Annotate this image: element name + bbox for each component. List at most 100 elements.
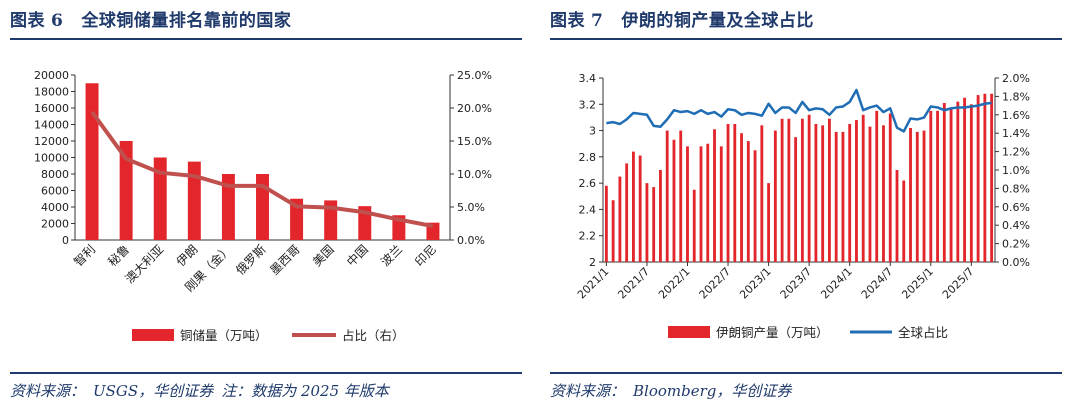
- left-legend-bar-swatch: [132, 329, 174, 341]
- right-bar-2: [611, 200, 615, 262]
- right-bar-39: [861, 114, 865, 262]
- right-y2-tick-label: 0.8%: [1002, 182, 1030, 195]
- right-bar-44: [895, 170, 899, 262]
- right-x-tick-label: 2021/7: [615, 265, 652, 302]
- right-bar-35: [834, 131, 838, 262]
- right-y-tick-label: 3: [589, 125, 596, 138]
- right-y-tick-label: 3.4: [579, 72, 597, 85]
- right-figure-title: 图表 7 伊朗的铜产量及全球占比: [550, 6, 814, 31]
- left-bar-3: [153, 157, 167, 240]
- right-bar-24: [760, 125, 764, 262]
- right-y2-tick-label: 1.2%: [1002, 146, 1030, 159]
- right-bar-56: [976, 95, 980, 262]
- right-bar-23: [753, 150, 757, 262]
- right-bar-13: [686, 146, 689, 262]
- left-y-tick-label: 14000: [34, 119, 69, 132]
- right-source-note: 资料来源： Bloomberg，华创证券: [550, 380, 791, 401]
- right-bar-16: [706, 143, 710, 262]
- right-x-tick-label: 2022/1: [656, 265, 693, 302]
- right-bar-5: [631, 151, 635, 262]
- left-x-tick-label: 智利: [71, 242, 99, 270]
- left-y2-tick-label: 25.0%: [457, 69, 492, 82]
- right-bar-15: [699, 146, 703, 262]
- left-y2-tick-label: 20.0%: [457, 102, 492, 115]
- right-x-tick-label: 2025/1: [899, 265, 936, 302]
- right-bar-31: [807, 114, 811, 262]
- right-bar-37: [848, 124, 852, 262]
- right-bar-38: [855, 120, 858, 262]
- right-x-tick-label: 2023/7: [778, 265, 815, 302]
- right-bar-51: [942, 102, 946, 262]
- right-y2-tick-label: 1.0%: [1002, 164, 1030, 177]
- left-bar-6: [256, 174, 269, 240]
- right-bar-20: [733, 124, 737, 262]
- left-source-body: USGS，华创证券: [93, 382, 214, 400]
- right-y-tick-label: 3.2: [579, 98, 597, 111]
- right-bar-48: [922, 130, 926, 262]
- right-bar-36: [841, 131, 845, 262]
- right-y2-tick-label: 1.6%: [1002, 109, 1030, 122]
- left-y2-tick-label: 5.0%: [457, 201, 485, 214]
- right-y2-tick-label: 0.2%: [1002, 238, 1030, 251]
- left-figure-panel: 图表 6 全球铜储量排名靠前的国家 0 2000 4000 6000 8000 10000 12…: [10, 0, 530, 410]
- left-bar-7: [290, 198, 304, 240]
- right-x-tick-label: 2023/1: [737, 265, 774, 302]
- left-y-tick-label: 0: [62, 234, 69, 247]
- right-bar-40: [868, 126, 872, 262]
- right-bar-28: [787, 118, 791, 262]
- left-bar-8: [324, 200, 338, 240]
- left-x-tick-label: 波兰: [378, 242, 405, 269]
- right-source-body: Bloomberg，华创证券: [633, 382, 792, 400]
- right-bar-52: [949, 108, 953, 262]
- left-source-prefix: 资料来源：: [10, 382, 86, 400]
- left-y-tick-label: 20000: [34, 69, 69, 82]
- left-source-rule: [10, 372, 522, 374]
- right-bar-58: [990, 93, 994, 262]
- right-bar-9: [659, 170, 662, 262]
- right-bar-33: [821, 125, 825, 262]
- right-bar-49: [929, 110, 933, 262]
- left-x-tick-label: 墨西哥: [267, 242, 302, 277]
- left-x-tick-label: 伊朗: [174, 242, 201, 269]
- right-source-prefix: 资料来源：: [550, 382, 626, 400]
- right-bar-25: [767, 183, 771, 262]
- right-bar-47: [915, 131, 919, 262]
- left-y-tick-label: 6000: [41, 185, 69, 198]
- left-legend-line-label: 占比（右）: [342, 328, 405, 343]
- left-y-tick-label: 12000: [34, 135, 69, 148]
- left-y2-tick-label: 10.0%: [457, 168, 492, 181]
- left-y-tick-label: 18000: [34, 86, 69, 99]
- right-x-tick-label: 2024/7: [859, 265, 896, 302]
- right-bar-8: [652, 187, 656, 262]
- right-iran-copper-chart: 2 2.2 2.4 2.6 2.8 3 3.2 3.4 0.0% 0.2% 0.4% 0.6% 0.8%…: [575, 72, 1030, 340]
- right-y-tick-label: 2.8: [579, 151, 597, 164]
- right-y2-tick-label: 1.8%: [1002, 90, 1030, 103]
- right-bar-27: [780, 118, 784, 262]
- right-bar-41: [875, 110, 879, 262]
- right-bar-7: [645, 183, 649, 262]
- right-legend-line-label: 全球占比: [898, 325, 948, 340]
- right-bar-34: [827, 118, 831, 262]
- right-x-tick-label: 2024/1: [818, 265, 855, 302]
- right-bar-19: [726, 124, 730, 262]
- left-title-rule: [10, 38, 522, 40]
- left-y2-tick-label: 15.0%: [457, 135, 492, 148]
- left-figure-number: 6: [51, 11, 64, 31]
- right-x-tick-label: 2025/7: [940, 265, 977, 302]
- right-bar-57: [983, 93, 987, 262]
- left-y-tick-label: 2000: [41, 218, 69, 231]
- left-y-tick-label: 16000: [34, 102, 69, 115]
- left-y2-tick-label: 0.0%: [457, 234, 485, 247]
- right-bar-22: [746, 141, 750, 262]
- right-y-tick-label: 2.6: [579, 177, 597, 190]
- right-bar-17: [713, 129, 716, 262]
- left-x-tick-label: 澳大利亚: [122, 242, 166, 286]
- left-y-tick-label: 10000: [34, 152, 69, 165]
- right-bar-54: [963, 97, 967, 262]
- right-bar-43: [888, 113, 892, 262]
- right-bar-26: [773, 130, 777, 262]
- left-copper-reserves-chart: 0 2000 4000 6000 8000 10000 12000 14000 16000 180…: [34, 69, 492, 343]
- right-x-tick-label: 2021/1: [575, 265, 612, 302]
- right-bar-30: [800, 118, 804, 262]
- right-bar-21: [740, 133, 743, 262]
